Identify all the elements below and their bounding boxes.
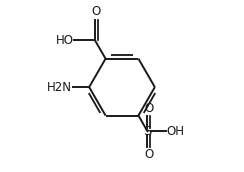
- Text: OH: OH: [166, 125, 184, 138]
- Text: S: S: [143, 125, 152, 138]
- Text: O: O: [144, 148, 153, 161]
- Text: O: O: [144, 102, 153, 115]
- Text: HO: HO: [56, 34, 73, 47]
- Text: H2N: H2N: [46, 81, 71, 94]
- Text: O: O: [92, 5, 101, 18]
